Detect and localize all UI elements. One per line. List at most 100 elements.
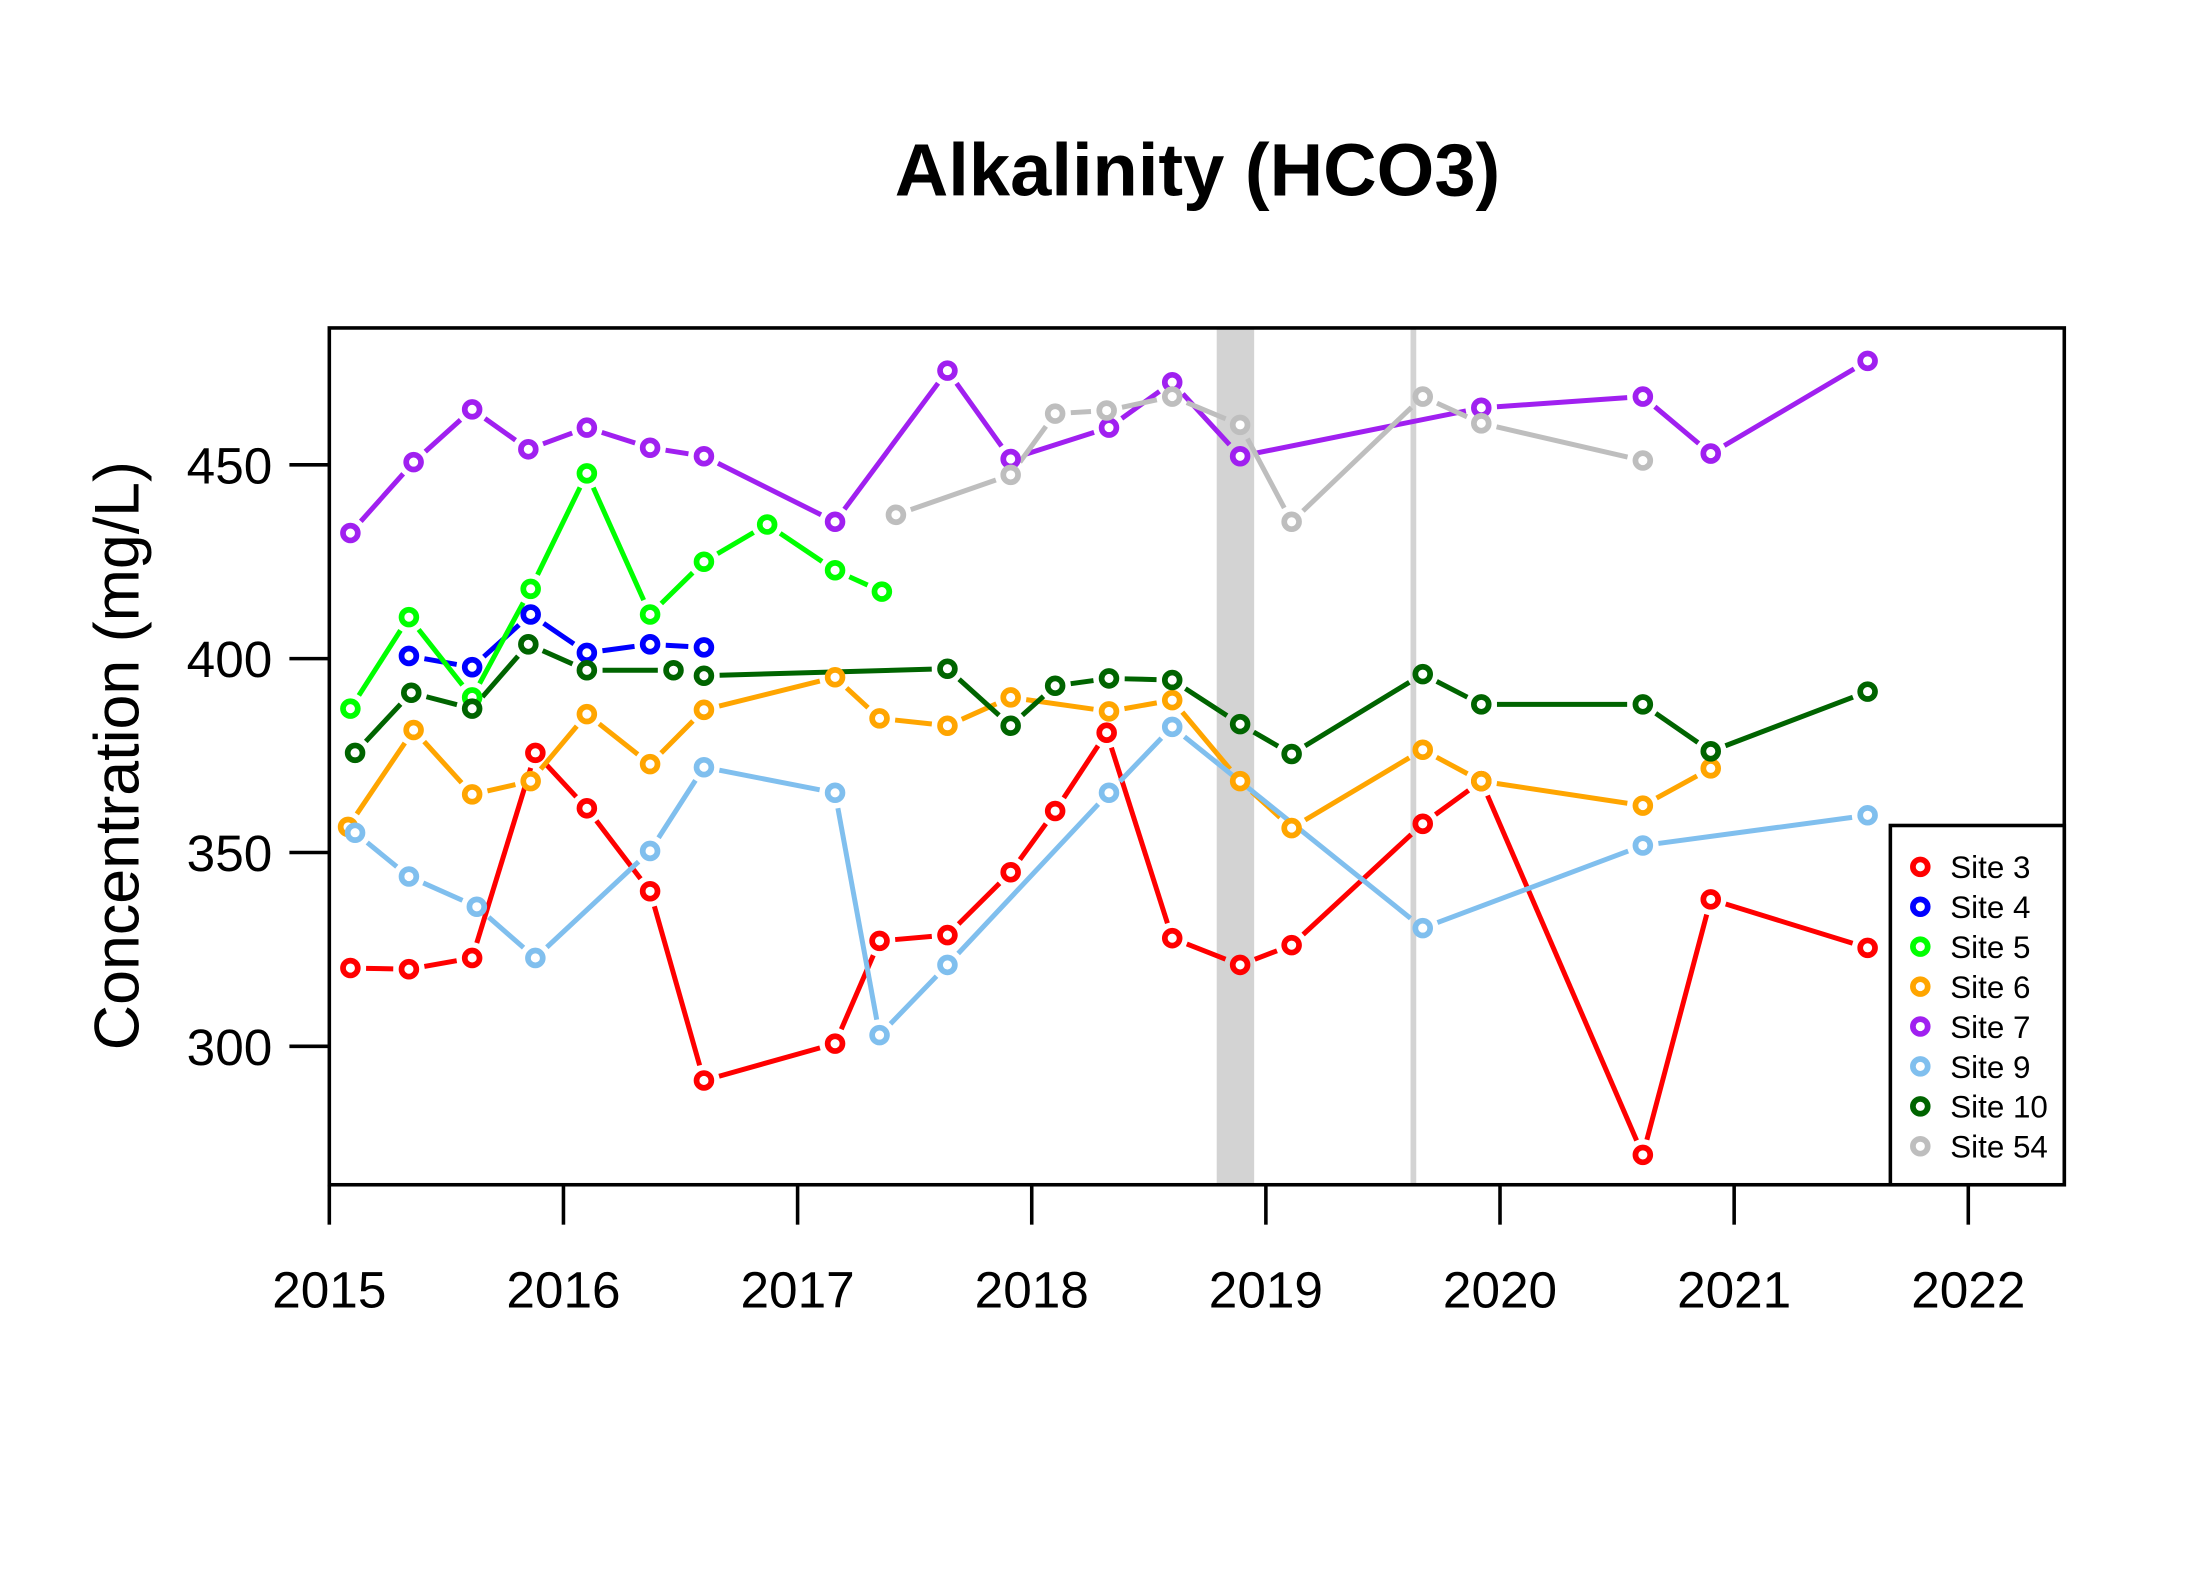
data-point (403, 451, 424, 473)
series-segment (1121, 397, 1158, 410)
series-segment (1435, 679, 1469, 700)
series-segment (1303, 680, 1411, 748)
data-point (937, 658, 958, 679)
data-point (824, 511, 846, 533)
series-segment (356, 629, 403, 697)
data-point (1857, 681, 1878, 702)
data-point (525, 947, 546, 969)
series-site-54 (909, 397, 1629, 513)
data-point (398, 606, 420, 628)
series-segment (1017, 822, 1048, 862)
series-segment (718, 678, 821, 709)
data-point (1281, 511, 1302, 533)
series-segment (718, 1045, 821, 1079)
data-point (824, 666, 846, 688)
series-segment (544, 762, 579, 799)
x-tick-label: 2022 (1911, 1261, 2025, 1318)
data-point (461, 399, 483, 420)
data-point (518, 439, 539, 460)
series-site-7 (358, 366, 1856, 523)
series-segment (659, 570, 695, 606)
data-point (1632, 795, 1654, 816)
legend-label: Site 10 (1950, 1090, 2048, 1125)
data-point (525, 742, 546, 764)
data-point (1000, 862, 1021, 883)
data-point (398, 866, 420, 887)
series-segment (477, 601, 526, 685)
series-segment (909, 477, 997, 513)
legend-label: Site 5 (1950, 930, 2030, 965)
series-segment (542, 430, 574, 447)
data-point (1857, 350, 1878, 372)
data-point (1044, 403, 1066, 424)
series-segment (486, 915, 526, 950)
legend: Site 3 Site 4 Site 5 Site 6 Site 7 Site 9 Site… (1888, 823, 2067, 1187)
series-segment (1496, 424, 1629, 460)
series-segment (1301, 405, 1414, 513)
series-segment (601, 429, 636, 446)
series-segment (659, 719, 695, 755)
series-segment (1124, 700, 1158, 712)
series-segment (474, 767, 534, 944)
series-segment (894, 717, 933, 727)
data-point (403, 719, 424, 741)
series-segment (1496, 395, 1628, 410)
x-tick-label: 2019 (1209, 1261, 1323, 1318)
data-point (1412, 813, 1434, 835)
series-segment (594, 819, 643, 881)
data-point (1632, 1144, 1654, 1166)
legend-label: Site 7 (1950, 1010, 2030, 1045)
data-point (869, 1024, 890, 1046)
series-segment (354, 741, 407, 816)
chart-title: Alkalinity (HCO3) (895, 128, 1500, 211)
series-segment (542, 621, 576, 647)
series-site-9 (365, 734, 1853, 1026)
series-segment (656, 779, 698, 840)
data-point (1229, 446, 1251, 467)
x-tick-label: 2017 (741, 1261, 855, 1318)
data-point (1098, 668, 1120, 689)
series-segment (665, 642, 689, 649)
y-axis-label: Concentration (mg/L) (82, 461, 152, 1050)
series-segment (894, 933, 933, 943)
series-segment (1185, 400, 1227, 422)
series-segment (1724, 694, 1854, 749)
series-segment (1485, 794, 1639, 1142)
y-tick-label: 400 (187, 631, 273, 688)
series-site-5 (356, 486, 869, 697)
data-point (937, 715, 958, 736)
data-point (869, 708, 890, 729)
data-point (1471, 694, 1492, 715)
data-point (693, 756, 715, 778)
series-segment (423, 958, 458, 969)
legend-box (1888, 823, 2067, 1187)
series-site-6 (354, 678, 1699, 823)
series-segment (591, 486, 646, 602)
series-segment (1124, 676, 1157, 683)
legend-marker (1910, 1056, 1931, 1077)
series-segment (1184, 686, 1229, 718)
data-point (639, 753, 661, 775)
data-point (520, 604, 541, 625)
data-point (461, 784, 483, 805)
series-segment (416, 627, 465, 687)
series-segment (366, 965, 394, 972)
data-point (340, 522, 361, 544)
data-point (1857, 937, 1878, 959)
legend-label: Site 4 (1950, 890, 2030, 925)
series-segment (535, 486, 583, 576)
series-segment (1496, 781, 1628, 806)
series-segment (1020, 694, 1046, 718)
legend-marker (1910, 896, 1931, 918)
data-point (1229, 954, 1251, 976)
series-segment (888, 974, 939, 1026)
data-point (401, 682, 422, 704)
data-point (693, 665, 715, 686)
data-point (1412, 386, 1434, 407)
data-point (663, 660, 684, 681)
series-segment (363, 702, 403, 744)
series-site-10 (363, 648, 1854, 749)
data-point (1281, 934, 1302, 956)
data-point (1632, 835, 1654, 856)
